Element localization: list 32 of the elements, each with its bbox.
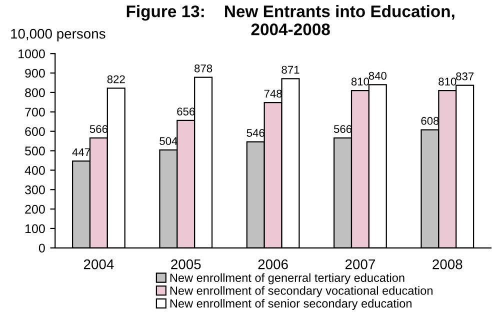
x-tick-label: 2004 (84, 259, 114, 270)
y-tick-label: 600 (25, 127, 45, 136)
legend-label: New enrollment of generral tertiary education (170, 273, 404, 284)
data-label: 566 (90, 125, 108, 133)
y-tick-label: 0 (38, 244, 45, 253)
data-label: 840 (368, 72, 386, 80)
data-label: 878 (194, 64, 212, 72)
data-label: 447 (72, 148, 90, 156)
y-tick-label: 700 (25, 108, 45, 117)
y-tick-label: 300 (25, 185, 45, 194)
data-label: 546 (246, 128, 264, 137)
y-tick-label: 200 (25, 204, 45, 214)
y-tick-label: 800 (25, 88, 45, 98)
data-label: 871 (282, 66, 300, 74)
x-tick-label: 2005 (171, 259, 201, 270)
data-label: 822 (107, 75, 125, 84)
legend-label: New enrollment of senior secondary education (170, 298, 412, 310)
data-label: 837 (456, 72, 474, 80)
y-tick-label: 500 (25, 146, 45, 156)
data-label: 810 (438, 78, 456, 86)
data-label: 566 (334, 125, 352, 133)
x-tick-label: 2008 (432, 259, 462, 270)
y-tick-label: 100 (25, 224, 45, 234)
data-label: 810 (351, 78, 370, 86)
y-tick-label: 400 (24, 166, 45, 175)
y-axis-title: 10,000 persons (11, 28, 106, 42)
x-tick-label: 2006 (258, 259, 288, 270)
chart-title: Figure 13: New Entrants into Education, 2004-2008 (126, 5, 454, 36)
legend-label: New enrollment of secondary vocational education (170, 286, 432, 298)
y-tick-label: 900 (25, 68, 45, 78)
x-tick-label: 2007 (345, 259, 375, 270)
y-tick-label: 1000 (18, 49, 45, 58)
